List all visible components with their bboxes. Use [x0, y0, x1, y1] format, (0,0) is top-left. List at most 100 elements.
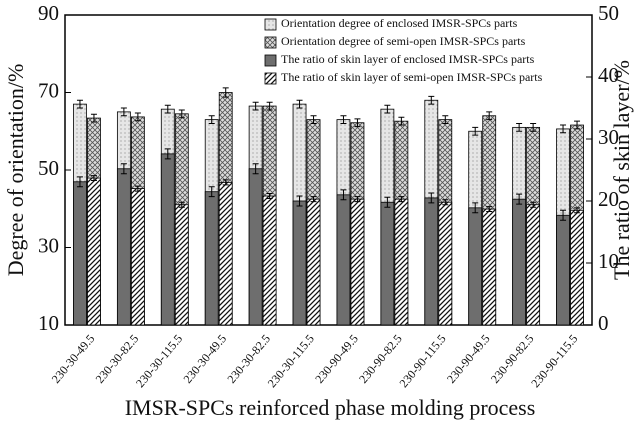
- x-axis-label: IMSR-SPCs reinforced phase molding proce…: [125, 395, 536, 420]
- bar: [218, 181, 233, 326]
- bar: [394, 198, 409, 326]
- y2-tick-label: 50: [598, 1, 619, 25]
- x-tick-label: 230-30-49.5: [180, 332, 229, 386]
- error-bar: [340, 189, 347, 201]
- error-bar: [76, 176, 83, 188]
- error-bar: [486, 111, 493, 121]
- error-bar: [574, 120, 581, 130]
- error-bar: [310, 196, 317, 203]
- error-bar: [296, 195, 303, 207]
- x-tick-label: 230-30-49.5: [49, 332, 98, 386]
- error-bar: [486, 206, 493, 213]
- error-bar: [398, 116, 405, 126]
- y2-tick-label: 40: [598, 63, 619, 87]
- bar: [350, 198, 365, 326]
- error-bar: [120, 163, 127, 175]
- bar: [130, 188, 145, 326]
- bar: [174, 204, 189, 326]
- error-bar: [354, 196, 361, 203]
- bar: [306, 198, 321, 326]
- legend-swatch: [264, 72, 277, 85]
- error-bar: [560, 209, 567, 221]
- error-bar: [560, 124, 567, 134]
- bar: [204, 191, 219, 326]
- bar: [336, 194, 351, 326]
- y2-tick-label: 10: [598, 249, 619, 273]
- error-bar: [252, 101, 259, 111]
- bar: [116, 168, 131, 326]
- legend-label: The ratio of skin layer of enclosed IMSR…: [281, 52, 535, 66]
- error-bar: [310, 115, 317, 124]
- y-tick-label: 30: [38, 233, 59, 257]
- error-bar: [442, 115, 449, 124]
- y2-axis-label: The ratio of skin layer/%: [609, 60, 634, 280]
- bar: [482, 208, 497, 326]
- error-bar: [354, 118, 361, 128]
- y-tick-label: 10: [38, 311, 59, 335]
- legend-swatch: [264, 18, 277, 31]
- error-bar: [340, 115, 347, 124]
- error-bar: [384, 196, 391, 208]
- legend-label: The ratio of skin layer of semi-open IMS…: [281, 70, 543, 84]
- error-bar: [398, 196, 405, 203]
- x-tick-label: 230-90-49.5: [444, 332, 493, 386]
- y2-tick-label: 20: [598, 187, 619, 211]
- y2-tick-label: 0: [598, 311, 609, 335]
- x-tick-label: 230-30-82.5: [93, 332, 142, 386]
- bar: [556, 214, 570, 326]
- error-bar: [222, 179, 229, 186]
- error-bar: [178, 201, 185, 208]
- bar: [468, 207, 483, 326]
- y-axis-label: Degree of orientation/%: [3, 64, 28, 277]
- error-bar: [178, 109, 185, 119]
- x-tick-label: 230-90-49.5: [312, 332, 361, 386]
- error-bar: [90, 113, 97, 123]
- x-tick-label: 230-90-82.5: [488, 332, 537, 386]
- error-bar: [530, 123, 537, 132]
- bar: [160, 153, 175, 326]
- error-bar: [76, 99, 83, 109]
- bar: [570, 209, 584, 326]
- error-bar: [428, 95, 435, 105]
- error-bar: [120, 107, 127, 117]
- legend-swatch: [264, 36, 277, 49]
- legend-label: Orientation degree of semi-open IMSR-SPC…: [281, 34, 526, 48]
- legend-swatch: [264, 54, 277, 67]
- y-tick-label: 70: [38, 78, 59, 102]
- error-bar: [472, 202, 479, 214]
- error-bar: [516, 193, 523, 205]
- error-bar: [222, 87, 229, 98]
- error-bar: [208, 115, 215, 124]
- error-bar: [266, 101, 273, 111]
- y-tick-label: 50: [38, 156, 59, 180]
- error-bar: [208, 186, 215, 198]
- error-bar: [266, 193, 273, 200]
- error-bar: [442, 199, 449, 206]
- bar: [262, 195, 277, 326]
- error-bar: [90, 175, 97, 182]
- bar: [73, 181, 87, 326]
- bar: [248, 168, 263, 326]
- legend-label: Orientation degree of enclosed IMSR-SPCs…: [281, 16, 518, 30]
- bar: [438, 201, 453, 326]
- error-bar: [428, 192, 435, 204]
- x-tick-label: 230-30-82.5: [224, 332, 273, 386]
- bar: [526, 204, 541, 326]
- x-tick-label: 230-90-82.5: [356, 332, 405, 386]
- y-tick-label: 90: [38, 1, 59, 25]
- y2-tick-label: 30: [598, 125, 619, 149]
- error-bar: [164, 104, 171, 114]
- error-bar: [252, 163, 259, 175]
- bar: [292, 200, 307, 326]
- error-bar: [472, 126, 479, 136]
- bar: [380, 201, 395, 326]
- bar: [424, 197, 439, 326]
- error-bar: [164, 148, 171, 160]
- error-bar: [516, 123, 523, 132]
- error-bar: [384, 104, 391, 114]
- bar: [512, 198, 527, 326]
- error-bar: [134, 112, 141, 122]
- error-bar: [574, 207, 581, 214]
